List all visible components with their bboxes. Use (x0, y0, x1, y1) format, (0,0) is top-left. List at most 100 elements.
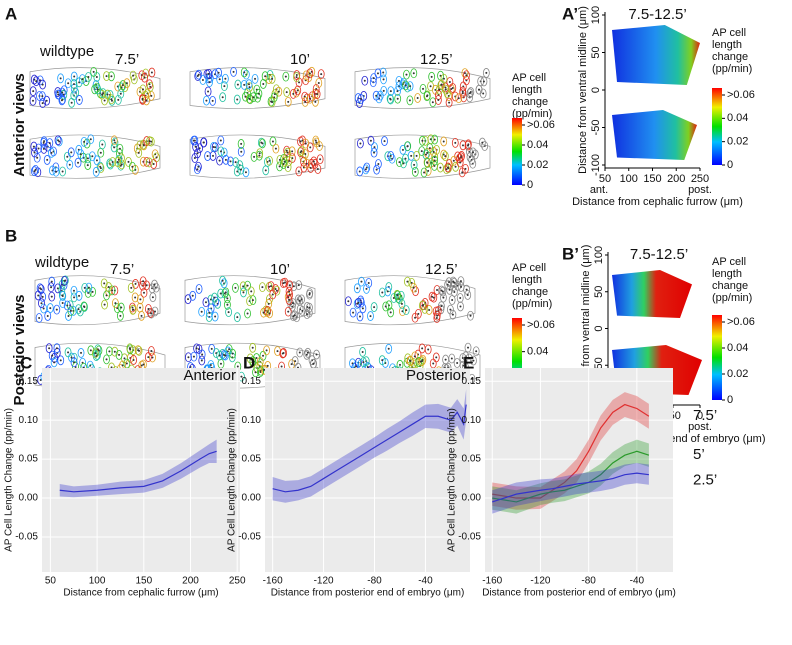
cell-marker (49, 307, 52, 310)
cell (420, 167, 428, 178)
cell (32, 76, 40, 87)
cell (395, 75, 403, 86)
cell-marker (365, 166, 368, 169)
cell (467, 87, 475, 97)
cell-marker (297, 170, 300, 173)
cell-marker (482, 92, 485, 95)
cell (441, 151, 449, 162)
colorbar-title: length (512, 84, 542, 96)
x-tick-label: -80 (581, 576, 596, 587)
cell-marker (113, 139, 116, 142)
cell-marker (396, 97, 399, 100)
cell-marker (50, 295, 53, 298)
cell-marker (32, 90, 35, 93)
cell (114, 94, 122, 105)
cell (135, 345, 143, 356)
cell-marker (288, 290, 291, 293)
cell-marker (456, 362, 459, 365)
cell-marker (95, 355, 98, 358)
cell-marker (304, 153, 307, 156)
cell (456, 293, 464, 303)
cell (459, 88, 467, 99)
cell-marker (464, 365, 467, 368)
cell-marker (472, 359, 475, 362)
cell-marker (131, 165, 134, 168)
cell (410, 68, 418, 79)
cell (221, 73, 229, 84)
colorbar-title: (pp/min) (712, 63, 752, 75)
cell-marker (396, 294, 399, 297)
cell (475, 84, 483, 95)
cell (370, 302, 378, 312)
cell-marker (421, 304, 424, 307)
cell (40, 143, 48, 154)
cell (44, 141, 52, 152)
y-tick-label: 0.05 (19, 454, 39, 465)
cell-marker (293, 314, 296, 317)
cell-marker (372, 77, 375, 80)
cell-marker (103, 282, 106, 285)
cell-marker (414, 170, 417, 173)
cell (418, 146, 426, 157)
cell-marker (277, 90, 280, 93)
cell-marker (244, 95, 247, 98)
cell-marker (449, 308, 452, 311)
cell-marker (240, 150, 243, 153)
cell (204, 151, 211, 161)
colorbar-title: change (712, 280, 748, 292)
cell-marker (66, 304, 69, 307)
cell (431, 134, 439, 145)
cell-marker (463, 72, 466, 75)
cell-marker (57, 139, 60, 142)
cell-marker (103, 303, 106, 306)
cell (49, 165, 56, 176)
cell (90, 66, 98, 77)
cell-marker (309, 166, 312, 169)
cell (100, 278, 108, 289)
cell-marker (262, 354, 265, 357)
cell (384, 286, 392, 297)
cell (123, 78, 131, 89)
cell (285, 295, 293, 305)
cell (359, 303, 367, 314)
cell-marker (300, 298, 303, 301)
cell-marker (214, 146, 217, 149)
cell-marker (309, 146, 312, 149)
cell-marker (291, 150, 294, 153)
cell (202, 297, 210, 308)
cell-marker (138, 144, 141, 147)
cell-marker (70, 151, 73, 154)
cell (111, 298, 119, 309)
cell-marker (120, 306, 123, 309)
cell (237, 146, 245, 157)
cell-marker (121, 364, 124, 367)
cell-marker (367, 281, 370, 284)
cell-marker (357, 301, 360, 304)
colorbar-title: AP cell (512, 262, 546, 274)
y-tick-label: 0.15 (242, 376, 262, 387)
cell (115, 350, 123, 360)
cell-marker (433, 138, 436, 141)
cell-marker (274, 147, 277, 150)
cell-marker (268, 159, 271, 162)
genotype-label: wildtype (34, 254, 89, 271)
cell-marker (80, 351, 83, 354)
cell-marker (439, 166, 442, 169)
cell (75, 290, 83, 301)
cell-marker (86, 164, 89, 167)
cell (292, 87, 300, 98)
cell-marker (205, 99, 208, 102)
cell (126, 343, 134, 354)
cell-image (354, 134, 491, 179)
cell-marker (131, 306, 134, 309)
cell (440, 149, 448, 160)
cell (425, 305, 433, 315)
cell-marker (218, 159, 221, 162)
cell (245, 79, 253, 90)
cell (39, 98, 47, 109)
cell (50, 357, 58, 368)
cell-marker (33, 170, 36, 173)
cell-marker (453, 281, 456, 284)
cell (291, 310, 299, 321)
